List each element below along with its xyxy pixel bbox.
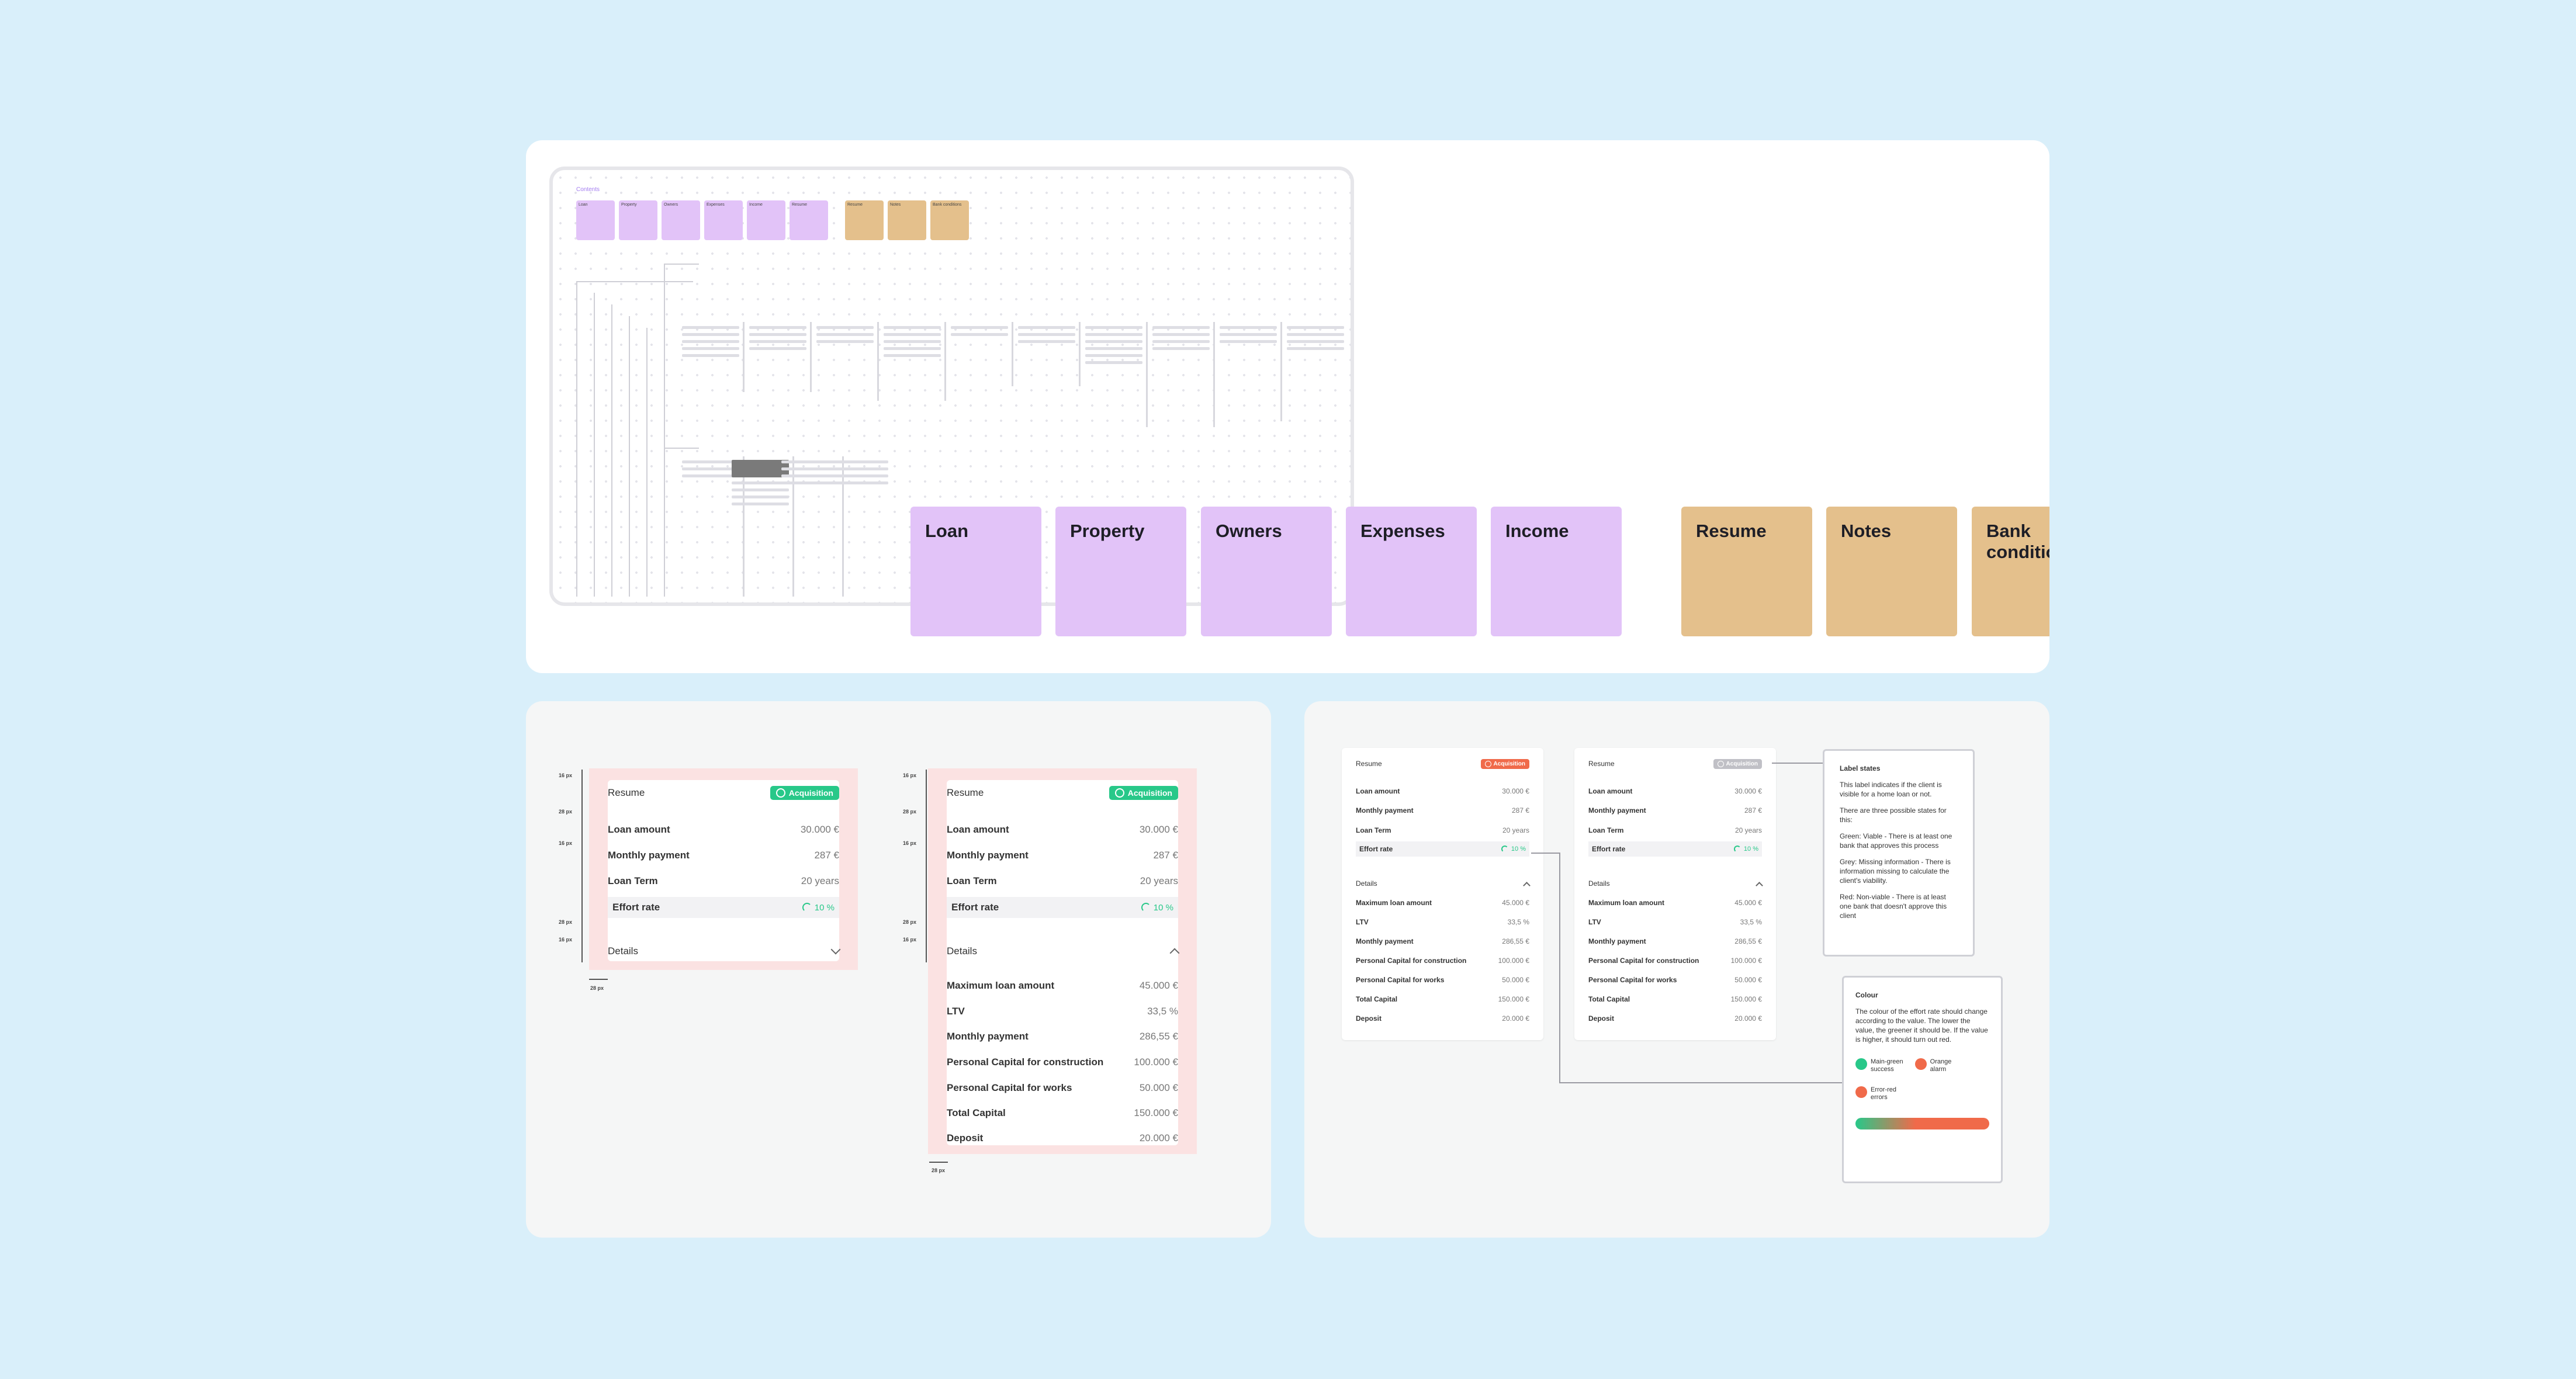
screen-column (1216, 322, 1282, 421)
spacing-spec-panel: Resume Acquisition Loan amount 30.000 € M… (526, 701, 1271, 1238)
row-effort-rate: Effort rate 10 % (1356, 841, 1529, 857)
chevron-up-icon (1756, 881, 1763, 889)
red-swatch (1855, 1086, 1867, 1098)
sitemap-panel: Contents Loan Property Owners Expenses I… (526, 140, 2049, 673)
mini-card-expenses[interactable]: Expenses (704, 200, 743, 240)
screen-column (778, 456, 844, 597)
section-card-notes[interactable]: Notes (1826, 507, 1957, 636)
orange-swatch (1914, 1058, 1927, 1070)
screen-column (1283, 322, 1348, 421)
resume-card-nonviable: Resume Acquisition Loan amount 30.000 € Mo… (1342, 748, 1543, 1040)
connector-line (629, 316, 630, 597)
chevron-up-icon (1523, 881, 1531, 889)
screen-column (1149, 322, 1215, 427)
gauge-icon (802, 903, 812, 912)
screen-column (678, 322, 745, 392)
detail-row: Monthly payment 286,55 € (947, 1031, 1178, 1042)
mini-card-bank-conditions[interactable]: Bank conditions (930, 200, 969, 240)
resume-card-missing-info: Resume Acquisition Loan amount 30.000 € Mo… (1574, 748, 1776, 1040)
colour-note: Colour The colour of the effort rate sho… (1842, 976, 2003, 1183)
screen-column (728, 456, 794, 597)
row-loan-amount: Loan amount 30.000 € (947, 824, 1178, 835)
resume-card-collapsed: Resume Acquisition Loan amount 30.000 € M… (589, 768, 858, 970)
section-card-owners[interactable]: Owners (1201, 507, 1332, 636)
details-toggle[interactable]: Details (1356, 878, 1531, 889)
connector-line (576, 281, 693, 282)
row-effort-rate: Effort rate 10 % (947, 897, 1178, 918)
row-effort-rate: Effort rate 10 % (1588, 841, 1762, 857)
info-circle-icon (1717, 760, 1724, 767)
screen-column (813, 322, 879, 401)
row-monthly-payment: Monthly payment 287 € (608, 850, 839, 861)
check-circle-icon (775, 788, 785, 798)
connector-line (1531, 853, 1560, 854)
section-card-bank-conditions[interactable]: Bank conditions (1972, 507, 2049, 636)
alert-circle-icon (1484, 760, 1491, 767)
effort-gradient-bar (1855, 1118, 1989, 1129)
mini-card-income[interactable]: Income (747, 200, 785, 240)
connector-line (646, 328, 648, 597)
resume-card-expanded: Resume Acquisition Loan amount 30.000 € M… (928, 768, 1197, 1154)
details-toggle[interactable]: Details (1588, 878, 1763, 889)
acquisition-badge-red: Acquisition (1480, 758, 1529, 769)
section-card-income[interactable]: Income (1491, 507, 1622, 636)
mini-card-resume-tan[interactable]: Resume (845, 200, 884, 240)
screen-column (1082, 322, 1148, 427)
sitemap-title: Contents (576, 186, 600, 193)
section-card-expenses[interactable]: Expenses (1346, 507, 1477, 636)
note-title: Label states (1840, 764, 1881, 772)
mini-card-property[interactable]: Property (619, 200, 657, 240)
mini-card-resume[interactable]: Resume (790, 200, 828, 240)
acquisition-badge: Acquisition (770, 786, 839, 800)
resume-title: Resume (947, 787, 984, 798)
colour-legend: Main-green success Orange alarm (1855, 1058, 1989, 1073)
screen-column (880, 322, 946, 401)
connector-line (594, 293, 595, 597)
note-title: Colour (1855, 991, 1878, 999)
connector-line (664, 448, 699, 449)
acquisition-badge-grey: Acquisition (1713, 758, 1762, 769)
chevron-down-icon (830, 944, 841, 955)
detail-row: Total Capital 150.000 € (947, 1107, 1178, 1118)
row-effort-rate: Effort rate 10 % (608, 897, 839, 918)
details-toggle[interactable]: Details (947, 944, 1180, 959)
section-card-resume[interactable]: Resume (1681, 507, 1812, 636)
connector-line (576, 281, 577, 597)
row-monthly-payment: Monthly payment 287 € (947, 850, 1178, 861)
resume-title: Resume (608, 787, 645, 798)
screen-column (947, 322, 1013, 386)
chevron-up-icon (1169, 948, 1180, 958)
connector-line (1559, 853, 1560, 1083)
connector-line (664, 264, 665, 597)
connector-line (1559, 1082, 1843, 1083)
screen-column (1015, 322, 1081, 386)
detail-row: LTV 33,5 % (947, 1006, 1178, 1017)
detail-row: Personal Capital for construction 100.000… (947, 1056, 1178, 1068)
mini-card-owners[interactable]: Owners (662, 200, 700, 240)
connector-line (611, 304, 612, 597)
acquisition-badge: Acquisition (1109, 786, 1178, 800)
states-spec-panel: Resume Acquisition Loan amount 30.000 € Mo… (1304, 701, 2049, 1238)
connector-line (664, 264, 699, 265)
detail-row: Deposit 20.000 € (947, 1132, 1178, 1144)
green-swatch (1855, 1058, 1867, 1070)
label-states-note: Label states This label indicates if the… (1823, 749, 1975, 957)
details-toggle[interactable]: Details (608, 944, 841, 959)
section-card-property[interactable]: Property (1055, 507, 1186, 636)
connector-line (1772, 763, 1823, 764)
screen-column (827, 456, 892, 597)
row-loan-term: Loan Term 20 years (947, 875, 1178, 886)
detail-row: Maximum loan amount 45.000 € (947, 980, 1178, 991)
detail-row: Personal Capital for works 50.000 € (947, 1082, 1178, 1093)
row-loan-term: Loan Term 20 years (608, 875, 839, 886)
screen-column (746, 322, 812, 392)
check-circle-icon (1114, 788, 1124, 798)
mini-card-notes[interactable]: Notes (888, 200, 926, 240)
screen-column (678, 456, 745, 597)
gauge-icon (1141, 903, 1151, 912)
mini-card-loan[interactable]: Loan (576, 200, 615, 240)
row-loan-amount: Loan amount 30.000 € (608, 824, 839, 835)
section-card-loan[interactable]: Loan (910, 507, 1041, 636)
colour-legend-red: Error-red errors (1855, 1086, 1989, 1101)
